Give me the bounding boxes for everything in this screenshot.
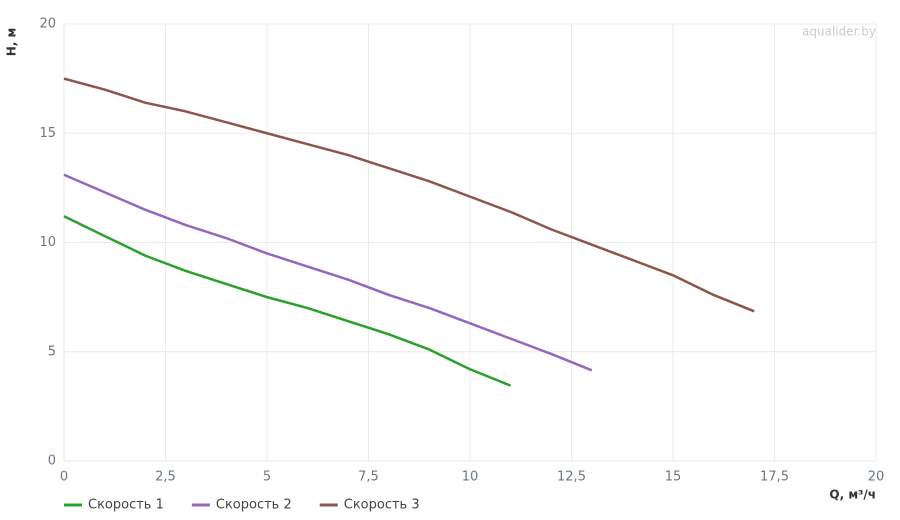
y-tick-label: 5 [48, 344, 56, 359]
watermark: aqualider.by [802, 25, 876, 39]
series-line [63, 77, 755, 313]
x-tick-label: 20 [868, 470, 885, 485]
x-tick-label: 12,5 [557, 470, 586, 485]
x-tick-label: 0 [60, 470, 68, 485]
grid [63, 23, 877, 462]
y-tick-label: 20 [39, 17, 56, 32]
x-tick-label: 5 [263, 470, 271, 485]
x-axis-title: Q, м³/ч [829, 488, 876, 502]
legend-label: Скорость 2 [216, 498, 292, 513]
y-axis-title: H, м [5, 28, 19, 57]
y-tick-label: 15 [39, 126, 56, 141]
legend-label: Скорость 3 [344, 498, 420, 513]
legend-label: Скорость 1 [88, 498, 164, 513]
series-line [63, 173, 593, 372]
series-line [63, 215, 512, 387]
x-tick-label: 2,5 [155, 470, 176, 485]
x-tick-label: 17,5 [760, 470, 789, 485]
y-tick-label: 10 [39, 235, 56, 250]
y-tick-label: 0 [48, 454, 56, 469]
x-tick-label: 15 [665, 470, 682, 485]
x-tick-label: 7,5 [358, 470, 379, 485]
x-tick-label: 10 [462, 470, 479, 485]
